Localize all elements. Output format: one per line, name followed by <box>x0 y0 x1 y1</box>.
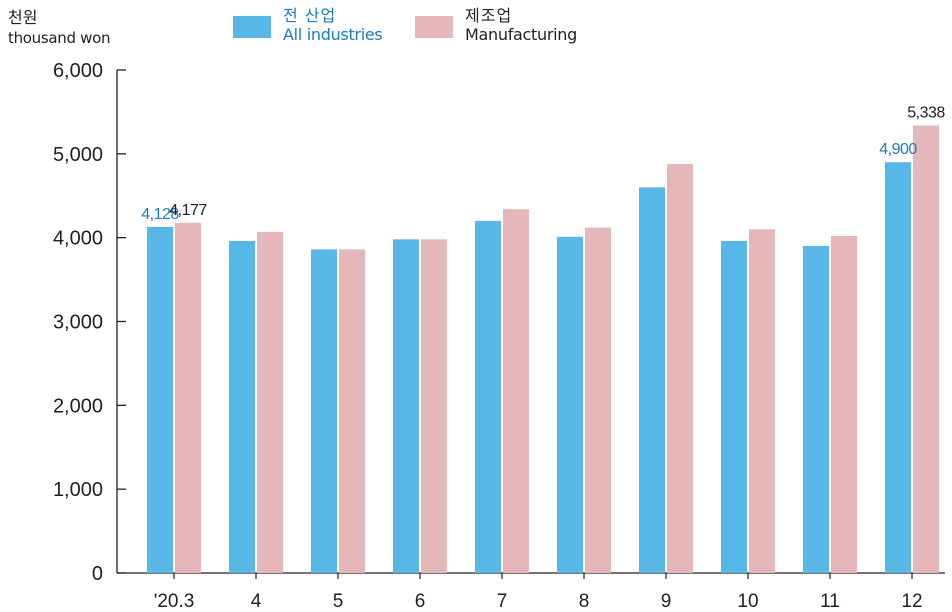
data-label-all-industries: 4,128 <box>141 206 179 223</box>
legend-swatch-all-industries <box>233 16 271 38</box>
legend-swatch-manufacturing <box>415 16 453 38</box>
bar-manufacturing <box>503 209 529 573</box>
bar-manufacturing <box>749 229 775 574</box>
y-tick-label: 2,000 <box>53 395 103 417</box>
legend-label-english: Manufacturing <box>465 25 577 44</box>
legend-label-korean: 제조업 <box>465 6 513 25</box>
bar-manufacturing <box>831 235 857 574</box>
y-tick-label: 4,000 <box>53 228 103 250</box>
y-unit-korean: 천원 <box>8 8 38 27</box>
y-tick-label: 3,000 <box>53 312 103 334</box>
bar-all-industries <box>393 239 419 574</box>
y-tick-label: 0 <box>92 563 103 585</box>
bar-all-industries <box>311 249 337 574</box>
bar-all-industries <box>885 162 911 573</box>
data-label-manufacturing: 4,177 <box>169 202 207 219</box>
bar-all-industries <box>557 236 583 573</box>
y-tick-label: 5,000 <box>53 144 103 166</box>
x-tick-label: 8 <box>579 591 590 612</box>
bar-manufacturing <box>585 227 611 573</box>
x-tick-label: 5 <box>333 591 344 612</box>
x-tick-label: 4 <box>251 591 262 612</box>
legend-label-korean: 전 산업 <box>283 6 337 25</box>
legend-item-manufacturing: 제조업 Manufacturing <box>415 6 577 44</box>
x-tick-label: 6 <box>415 591 426 612</box>
bar-manufacturing <box>421 239 447 574</box>
y-tick-label: 6,000 <box>53 60 103 82</box>
bar-manufacturing <box>667 163 693 574</box>
legend-label-english: All industries <box>283 25 383 44</box>
bar-manufacturing <box>913 125 939 573</box>
bar-all-industries <box>803 246 829 574</box>
x-tick-label: 7 <box>497 591 508 612</box>
x-tick-label: 12 <box>901 591 922 612</box>
bar-all-industries <box>229 241 255 573</box>
bar-manufacturing <box>257 231 283 573</box>
x-tick-label: 11 <box>820 591 840 612</box>
y-tick-label: 1,000 <box>53 479 103 501</box>
data-label-all-industries: 4,900 <box>879 141 917 158</box>
legend-item-all-industries: 전 산업 All industries <box>233 6 383 44</box>
bar-all-industries <box>147 226 173 573</box>
bar-all-industries <box>639 187 665 573</box>
x-tick-label: 10 <box>737 591 758 612</box>
y-unit-english: thousand won <box>8 29 111 47</box>
bar-manufacturing <box>175 222 201 573</box>
bar-manufacturing <box>339 249 365 574</box>
x-tick-label: '20.3 <box>154 591 195 612</box>
bar-all-industries <box>475 220 501 573</box>
data-label-manufacturing: 5,338 <box>907 104 945 121</box>
x-tick-label: 9 <box>661 591 672 612</box>
bar-all-industries <box>721 241 747 573</box>
